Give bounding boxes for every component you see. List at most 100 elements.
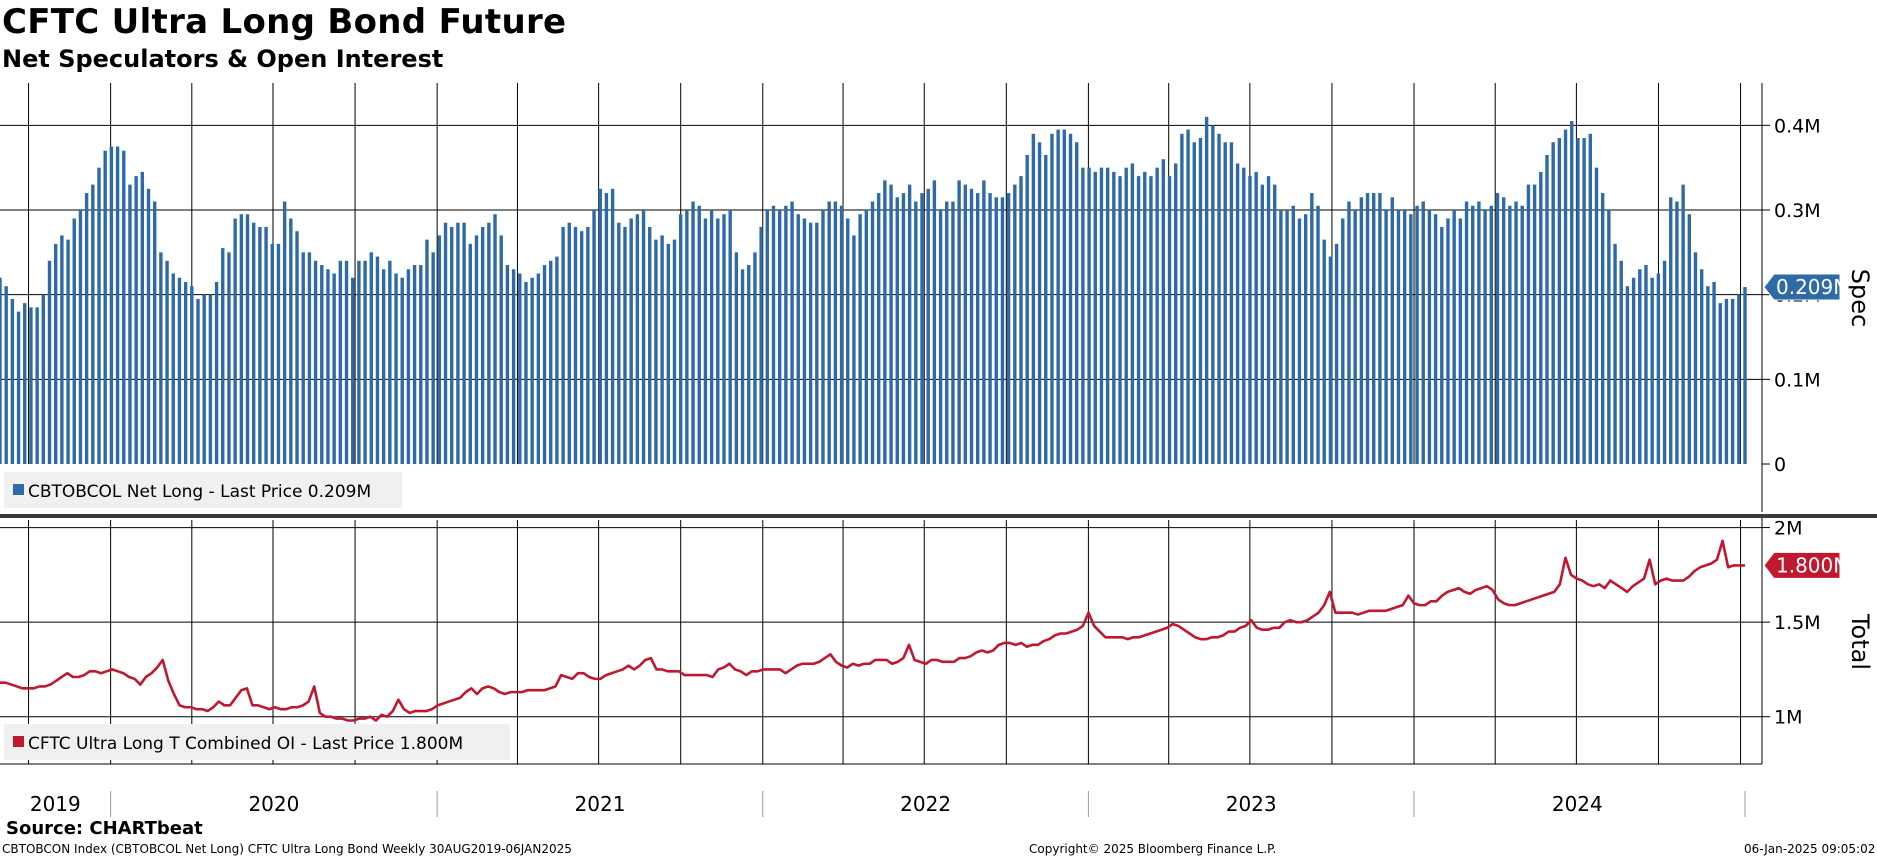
- bar: [561, 226, 565, 464]
- bar: [332, 273, 336, 464]
- bar: [1588, 133, 1592, 465]
- bar: [703, 218, 708, 464]
- bar: [29, 307, 33, 464]
- bar: [1427, 210, 1432, 464]
- bar: [1402, 210, 1407, 464]
- bar: [53, 243, 58, 464]
- bar: [1483, 210, 1487, 464]
- bar: [388, 260, 392, 464]
- bar: [790, 201, 794, 464]
- bar: [1136, 176, 1141, 464]
- bar: [969, 188, 974, 464]
- bar: [1576, 138, 1580, 464]
- bar: [1372, 193, 1376, 464]
- bar: [685, 210, 689, 464]
- bar: [140, 171, 145, 464]
- total-last-value: 1.800M: [1776, 553, 1851, 577]
- bar: [282, 201, 287, 464]
- bar: [988, 193, 992, 464]
- total-tick-label: 1M: [1774, 707, 1802, 729]
- bar: [889, 184, 893, 464]
- bar: [10, 298, 15, 464]
- bar: [1433, 214, 1438, 464]
- bar: [394, 273, 398, 464]
- bar: [122, 150, 126, 465]
- bar: [1471, 205, 1475, 464]
- bar: [91, 184, 95, 464]
- bar: [1508, 205, 1512, 464]
- bar: [270, 243, 274, 464]
- bar: [678, 214, 683, 464]
- bar: [1532, 184, 1537, 464]
- bar: [1000, 197, 1005, 465]
- bar: [1458, 218, 1463, 464]
- bar: [722, 214, 726, 464]
- bar: [796, 214, 800, 464]
- bar: [1211, 125, 1215, 464]
- bar: [351, 277, 355, 464]
- bar: [363, 260, 367, 464]
- bar: [815, 222, 819, 464]
- bar: [914, 201, 918, 464]
- bar: [1693, 252, 1698, 464]
- bar: [641, 210, 646, 464]
- bar: [1619, 260, 1623, 464]
- spec-legend: CBTOBCOL Net Long - Last Price 0.209M: [4, 472, 402, 508]
- bar: [1235, 163, 1240, 464]
- bar: [78, 210, 83, 464]
- bar: [66, 239, 70, 464]
- bar: [437, 235, 442, 464]
- bar: [1186, 129, 1190, 464]
- bar: [1570, 121, 1574, 464]
- bar: [1390, 197, 1394, 465]
- bar: [654, 239, 658, 464]
- bar: [84, 193, 89, 464]
- bar: [128, 184, 132, 464]
- bar: [1384, 210, 1388, 464]
- spec-axis-title: Spec: [1846, 269, 1874, 327]
- bar: [926, 188, 930, 464]
- bar: [1594, 167, 1599, 465]
- spec-legend-swatch: [13, 484, 24, 495]
- bar: [196, 298, 200, 464]
- bar: [4, 286, 8, 464]
- bar: [1310, 193, 1314, 464]
- bar: [1737, 294, 1741, 464]
- bar: [165, 260, 169, 464]
- bar: [1223, 142, 1227, 464]
- bar: [134, 176, 138, 464]
- bar: [1198, 138, 1203, 464]
- total-tick-label: 1.5M: [1774, 612, 1821, 634]
- bar: [945, 201, 949, 464]
- bar: [1514, 201, 1518, 464]
- bar: [1477, 201, 1481, 464]
- bar: [740, 269, 745, 464]
- bar: [1161, 159, 1166, 464]
- bar: [183, 281, 188, 464]
- year-label: 2021: [575, 792, 626, 816]
- bar: [214, 281, 219, 464]
- bar: [1149, 176, 1153, 464]
- bar: [573, 226, 578, 464]
- bar: [35, 307, 39, 464]
- bar: [307, 252, 312, 464]
- bar: [1563, 129, 1568, 464]
- bar: [907, 184, 912, 464]
- bar: [672, 239, 677, 464]
- bar: [23, 303, 27, 464]
- bar: [369, 252, 373, 464]
- bar: [1520, 205, 1524, 464]
- bar: [1273, 184, 1277, 464]
- year-axis: 2019 2020 2021 2022 2023 2024: [0, 763, 1762, 817]
- bar: [1421, 201, 1425, 464]
- bar: [1495, 193, 1500, 464]
- bar: [617, 222, 621, 464]
- bar: [648, 226, 652, 464]
- bar: [1242, 167, 1246, 465]
- bar: [190, 286, 194, 464]
- panel-divider[interactable]: [0, 514, 1877, 518]
- bar: [1669, 197, 1673, 465]
- total-tick-label: 2M: [1774, 518, 1802, 540]
- bar: [1347, 201, 1351, 464]
